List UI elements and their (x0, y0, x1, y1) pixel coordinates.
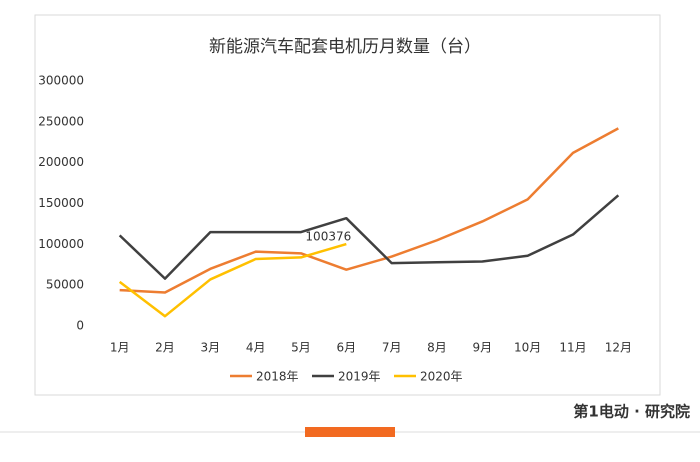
x-tick-label: 3月 (201, 341, 221, 355)
y-tick-label: 250000 (38, 114, 84, 128)
x-tick-label: 4月 (246, 341, 266, 355)
legend-label: 2018年 (256, 370, 299, 384)
x-tick-label: 7月 (382, 341, 402, 355)
x-tick-label: 11月 (559, 341, 586, 355)
y-tick-label: 0 (76, 319, 84, 333)
y-tick-label: 50000 (46, 278, 84, 292)
y-tick-label: 100000 (38, 237, 84, 251)
legend-label: 2019年 (338, 370, 381, 384)
x-tick-label: 2月 (155, 341, 175, 355)
y-tick-label: 300000 (38, 74, 84, 88)
x-tick-label: 9月 (473, 341, 493, 355)
chart-title: 新能源汽车配套电机历月数量（台） (209, 37, 481, 57)
legend-label: 2020年 (420, 370, 463, 384)
series-line (118, 194, 620, 280)
y-tick-label: 150000 (38, 196, 84, 210)
chart-border (34, 14, 661, 396)
series-line (118, 242, 347, 318)
x-tick-label: 5月 (291, 341, 311, 355)
footer-accent (305, 427, 395, 437)
x-tick-label: 6月 (337, 341, 357, 355)
footer-brand: 第1电动 · 研究院 (573, 403, 690, 421)
x-tick-label: 8月 (427, 341, 447, 355)
x-tick-label: 12月 (605, 341, 632, 355)
y-tick-label: 200000 (38, 155, 84, 169)
x-tick-label: 10月 (514, 341, 541, 355)
data-label: 100376 (305, 230, 351, 244)
x-tick-label: 1月 (110, 341, 130, 355)
series-line (119, 127, 619, 294)
